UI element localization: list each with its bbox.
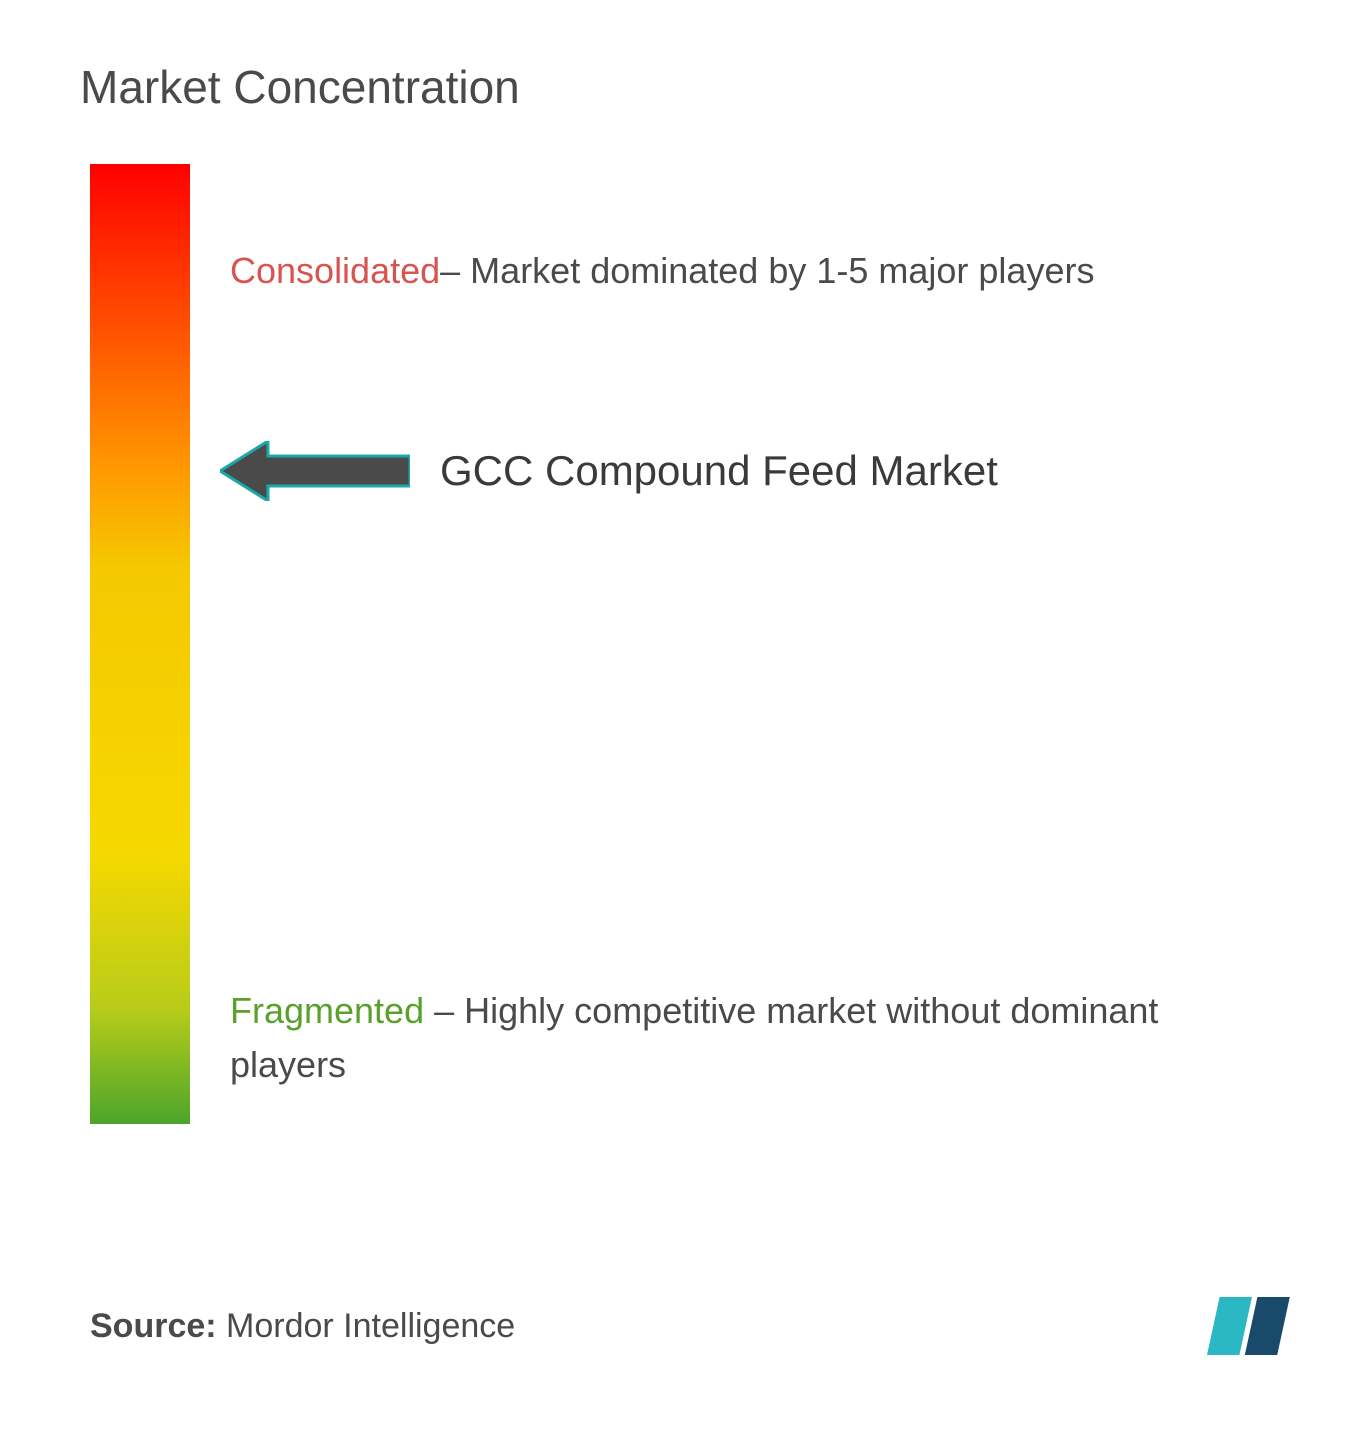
page-title: Market Concentration — [80, 60, 1297, 114]
source-text: Mordor Intelligence — [217, 1307, 516, 1345]
consolidated-description: – Market dominated by 1-5 major players — [440, 250, 1094, 291]
fragmented-label-row: Fragmented – Highly competitive market w… — [230, 984, 1277, 1092]
diagram-content: Consolidated– Market dominated by 1-5 ma… — [70, 164, 1297, 1264]
footer: Source: Mordor Intelligence — [90, 1297, 1297, 1355]
mordor-logo-icon — [1207, 1297, 1297, 1355]
concentration-gradient-bar — [90, 164, 190, 1124]
source-attribution: Source: Mordor Intelligence — [90, 1307, 515, 1346]
left-arrow-icon — [220, 441, 410, 501]
consolidated-label: Consolidated — [230, 250, 440, 291]
market-indicator: GCC Compound Feed Market — [220, 441, 998, 501]
consolidated-label-row: Consolidated– Market dominated by 1-5 ma… — [230, 244, 1277, 298]
source-label: Source: — [90, 1307, 217, 1345]
market-name: GCC Compound Feed Market — [440, 447, 998, 495]
fragmented-label: Fragmented — [230, 990, 424, 1031]
